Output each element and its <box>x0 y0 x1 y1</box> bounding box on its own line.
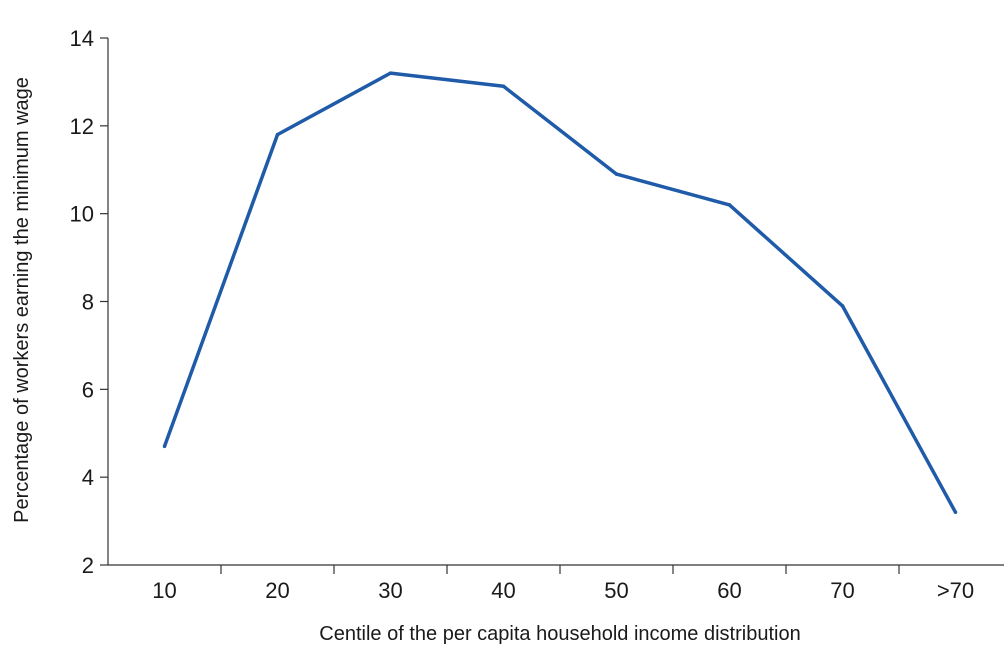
data-point <box>275 132 280 137</box>
x-tick-label: 60 <box>717 578 741 603</box>
y-tick-label: 2 <box>82 553 94 578</box>
y-tick-label: 14 <box>70 26 94 51</box>
y-tick-label: 12 <box>70 114 94 139</box>
y-axis-title: Percentage of workers earning the minimu… <box>11 77 33 523</box>
x-tick-label: 20 <box>265 578 289 603</box>
y-tick-label: 6 <box>82 377 94 402</box>
y-axis: 2 4 6 8 10 12 14 <box>70 26 109 578</box>
data-point <box>727 203 732 207</box>
y-tick-label: 8 <box>82 290 94 315</box>
x-tick-label: 70 <box>830 578 854 603</box>
x-tick-label: 30 <box>378 578 402 603</box>
x-tick-label: 40 <box>491 578 515 603</box>
x-tick-label: 50 <box>604 578 628 603</box>
x-tick-label: >70 <box>937 578 974 603</box>
y-tick-label: 10 <box>70 202 94 227</box>
x-axis-title: Centile of the per capita household inco… <box>319 623 800 645</box>
data-point <box>953 510 958 515</box>
x-tick-label: 10 <box>152 578 176 603</box>
y-tick-label: 4 <box>82 465 94 490</box>
x-axis: 10 20 30 40 50 60 70 >70 <box>108 564 1004 603</box>
data-point <box>614 172 619 176</box>
series-group <box>162 71 958 515</box>
data-point <box>501 84 506 89</box>
series-line <box>162 71 958 514</box>
data-point <box>840 304 845 308</box>
data-point <box>388 71 393 75</box>
data-point <box>162 444 167 449</box>
